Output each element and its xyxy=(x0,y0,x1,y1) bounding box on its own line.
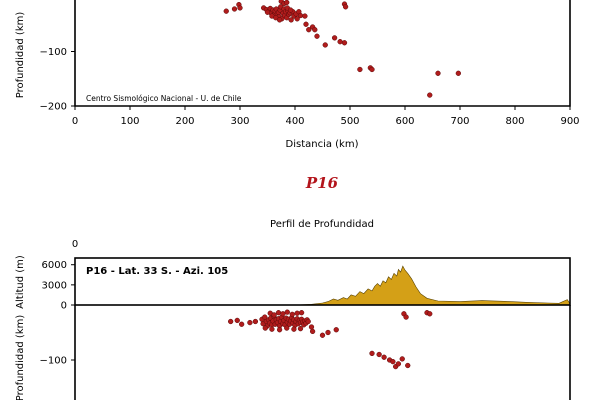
lower-earthquake-point xyxy=(228,318,234,325)
altitude-axis-label: Altitud (m) xyxy=(15,255,26,309)
upper-earthquake-point xyxy=(314,33,320,39)
upper-earthquake-point xyxy=(435,70,441,76)
upper-y-axis-label: Profundidad (km) xyxy=(15,12,26,99)
lower-earthquake-point xyxy=(399,356,405,362)
chart-title: Perfil de Profundidad xyxy=(270,219,374,230)
altitude-tick-label: 0 xyxy=(61,301,67,312)
upper-earthquake-point xyxy=(427,92,433,98)
lower-earthquake-point xyxy=(376,351,382,358)
lower-earthquake-point xyxy=(284,309,290,315)
lower-earthquake-point xyxy=(309,328,316,335)
upper-x-tick-label: 800 xyxy=(505,116,524,127)
upper-x-tick-label: 200 xyxy=(175,116,194,127)
topography-axis-ticks: 6000 3000 0 xyxy=(42,260,75,312)
upper-axis-ticks: 0 100 200 300 400 500 600 700 800 900 −200 −100 xyxy=(40,47,580,127)
upper-earthquake-point xyxy=(331,35,338,41)
lower-earthquake-point xyxy=(298,310,305,316)
lower-earthquake-point xyxy=(305,318,311,325)
upper-earthquake-point xyxy=(276,17,283,23)
lower-earthquake-point xyxy=(390,359,396,365)
upper-x-tick-label: 300 xyxy=(230,116,249,127)
upper-earthquake-point xyxy=(284,0,290,6)
upper-plot-frame xyxy=(74,0,571,107)
lower-earthquake-point xyxy=(280,311,286,317)
upper-earthquake-point xyxy=(287,7,294,13)
lower-plot-frame xyxy=(74,305,571,400)
lower-earthquake-point xyxy=(247,319,253,326)
lower-earthquake-point xyxy=(269,326,275,332)
upper-depth-chart: 0 100 200 300 400 500 600 700 800 900 −200 −100 Cen… xyxy=(15,0,580,150)
upper-earthquake-point xyxy=(288,17,294,23)
upper-y-tick-label: −100 xyxy=(40,47,67,58)
lower-earthquake-point xyxy=(234,317,240,324)
upper-x-tick-label: 100 xyxy=(120,116,139,127)
upper-earthquake-point xyxy=(312,27,318,33)
lower-earthquake-point xyxy=(289,311,295,318)
credit-label: Centro Sismológico Nacional - U. de Chil… xyxy=(86,94,242,103)
altitude-tick-label: 3000 xyxy=(42,280,67,291)
depth-tick-label: −100 xyxy=(40,356,67,367)
upper-x-tick-label: 700 xyxy=(450,116,469,127)
upper-x-tick-label: 600 xyxy=(395,116,414,127)
upper-earthquake-point xyxy=(369,66,375,73)
topography-frame xyxy=(74,257,571,306)
lower-earthquake-points xyxy=(228,309,433,370)
upper-earthquake-point xyxy=(303,21,309,27)
upper-earthquake-point xyxy=(297,12,304,19)
lower-axis-ticks: −100 xyxy=(40,356,75,367)
upper-earthquake-point xyxy=(337,39,343,45)
lower-depth-axis-label: Profundidad (km) xyxy=(15,315,26,400)
upper-earthquake-point xyxy=(357,66,363,73)
lower-depth-panel: −100 Profundidad (km) xyxy=(15,305,571,400)
upper-earthquake-point xyxy=(223,8,229,14)
profile-inner-label: P16 - Lat. 33 S. - Azi. 105 xyxy=(86,266,228,277)
upper-earthquake-point xyxy=(455,70,462,76)
lower-earthquake-point xyxy=(252,318,259,325)
lower-earthquake-point xyxy=(262,325,268,331)
lower-earthquake-point xyxy=(395,361,402,367)
upper-earthquake-point xyxy=(341,40,348,46)
upper-earthquake-point xyxy=(237,5,243,11)
lower-earthquake-point xyxy=(275,310,282,316)
lower-earthquake-point xyxy=(284,325,290,331)
lower-earthquake-point xyxy=(333,327,339,333)
lower-earthquake-point xyxy=(239,321,245,327)
lower-earthquake-point xyxy=(319,332,326,338)
upper-earthquake-point xyxy=(306,27,312,33)
panel-title: P16 xyxy=(305,174,339,192)
top-zero-tick-label: 0 xyxy=(72,239,78,250)
altitude-tick-label: 6000 xyxy=(42,260,67,271)
upper-x-axis-label: Distancia (km) xyxy=(286,139,359,150)
upper-y-tick-label: −200 xyxy=(40,102,67,113)
lower-earthquake-point xyxy=(325,329,331,336)
upper-earthquake-point xyxy=(342,4,349,10)
upper-x-tick-label: 0 xyxy=(72,116,78,127)
upper-earthquake-point xyxy=(294,16,300,22)
upper-earthquake-point xyxy=(302,13,308,19)
upper-x-tick-label: 500 xyxy=(340,116,359,127)
lower-topography-panel: P16 - Lat. 33 S. - Azi. 105 6000 3000 0 Al… xyxy=(15,255,571,312)
topography-area xyxy=(75,265,571,306)
upper-x-tick-label: 900 xyxy=(560,116,579,127)
lower-earthquake-point xyxy=(276,327,283,333)
upper-earthquake-point xyxy=(322,42,328,48)
lower-earthquake-point xyxy=(405,362,411,369)
upper-earthquake-point xyxy=(231,6,238,12)
lower-earthquake-point xyxy=(294,310,300,316)
lower-earthquake-point xyxy=(403,314,409,320)
lower-earthquake-point xyxy=(427,311,433,317)
lower-earthquake-point xyxy=(271,312,277,318)
upper-x-tick-label: 400 xyxy=(285,116,304,127)
lower-earthquake-point xyxy=(381,354,387,360)
lower-earthquake-point xyxy=(308,324,315,330)
lower-earthquake-point xyxy=(291,326,297,332)
lower-earthquake-point xyxy=(297,326,304,332)
lower-earthquake-point xyxy=(369,350,375,357)
upper-earthquake-point xyxy=(264,9,271,15)
upper-earthquake-points xyxy=(223,0,462,98)
